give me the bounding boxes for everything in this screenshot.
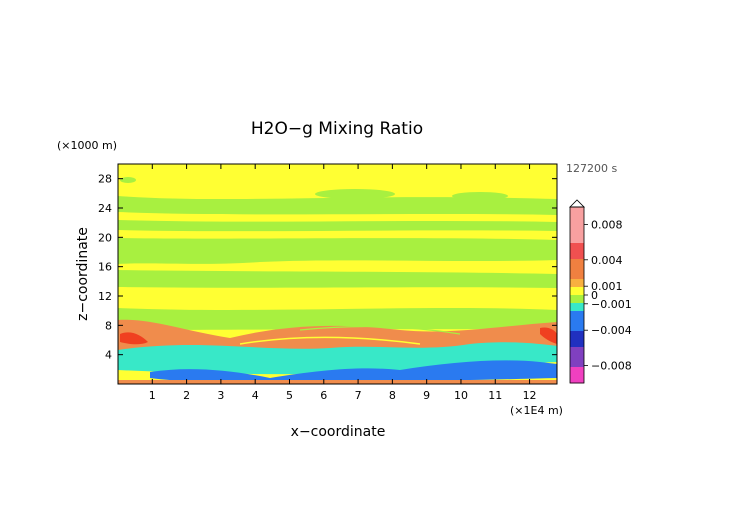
chart-title: H2O−g Mixing Ratio [251, 119, 423, 139]
colorbar-cell [570, 359, 584, 364]
colorbar-cell [570, 319, 584, 324]
field-patch [315, 189, 395, 199]
colorbar-cell [570, 247, 584, 252]
field-patch [120, 177, 136, 183]
colorbar-cell [570, 351, 584, 356]
colorbar-cell [570, 271, 584, 276]
colorbar-cell [570, 211, 584, 216]
colorbar-cell [570, 363, 584, 368]
colorbar-cell [570, 379, 584, 384]
x-tick-label: 7 [355, 389, 362, 402]
colorbar-cell [570, 283, 584, 288]
y-tick-label: 16 [98, 261, 112, 274]
upper-band [118, 270, 557, 288]
colorbar-cell [570, 367, 584, 372]
surface-dry [150, 360, 557, 384]
x-tick-label: 1 [149, 389, 156, 402]
y-tick-label: 20 [98, 231, 112, 244]
colorbar-cell [570, 207, 584, 212]
band-streak [299, 325, 461, 335]
colorbar-cell [570, 355, 584, 360]
colorbar-cell [570, 307, 584, 312]
moist-core [120, 332, 148, 345]
x-tick-label: 3 [217, 389, 224, 402]
x-axis: 1 2 3 4 5 6 7 8 9 10 11 12 [149, 164, 537, 402]
plot-frame [117, 163, 558, 385]
colorbar-cell [570, 295, 584, 300]
colorbar-cell [570, 239, 584, 244]
colorbar-cell [570, 275, 584, 280]
colorbar-tick-label: 0.001 [591, 280, 623, 293]
y-tick-label: 28 [98, 173, 112, 186]
x-unit-label: (×1E4 m) [510, 404, 563, 417]
colorbar-cell [570, 287, 584, 292]
x-tick-label: 11 [488, 389, 502, 402]
colorbar-cell [570, 315, 584, 320]
colorbar-cell [570, 303, 584, 308]
time-label: 127200 s [566, 162, 617, 175]
x-tick-label: 10 [454, 389, 468, 402]
colorbar-cell [570, 311, 584, 316]
x-tick-label: 4 [252, 389, 259, 402]
x-tick-label: 9 [423, 389, 430, 402]
colorbar-cell [570, 267, 584, 272]
moist-core [540, 327, 557, 344]
colorbar-arrow [569, 199, 585, 208]
colorbar-cell [570, 255, 584, 260]
x-tick-label: 2 [183, 389, 190, 402]
x-axis-label: x−coordinate [291, 424, 386, 440]
field-patch [452, 192, 508, 200]
y-tick-label: 4 [105, 349, 112, 362]
x-tick-label: 5 [286, 389, 293, 402]
colorbar-scale [570, 207, 584, 384]
colorbar-tick-label: −0.004 [591, 324, 632, 337]
colorbar-cell [570, 335, 584, 340]
colorbar-cell [570, 327, 584, 332]
colorbar-cell [570, 291, 584, 296]
colorbar-cell [570, 219, 584, 224]
y-unit-label: (×1000 m) [57, 139, 117, 152]
y-tick-label: 24 [98, 202, 112, 215]
colorbar-cell [570, 251, 584, 256]
colorbar-cell [570, 347, 584, 352]
colorbar-cell [570, 323, 584, 328]
upper-band [118, 308, 557, 330]
y-tick-label: 12 [98, 290, 112, 303]
x-tick-label: 12 [523, 389, 537, 402]
x-tick-label: 8 [389, 389, 396, 402]
colorbar-cell [570, 223, 584, 228]
upper-band [118, 196, 557, 215]
colorbar-cell [570, 215, 584, 220]
colorbar-cell [570, 231, 584, 236]
colorbar-cell [570, 343, 584, 348]
colorbar-cell [570, 331, 584, 336]
colorbar-tick-label: 0.008 [591, 219, 623, 232]
colorbar-cell [570, 259, 584, 264]
colorbar-cell [570, 227, 584, 232]
colorbar-tick-label: −0.008 [591, 359, 632, 372]
y-axis: 4 8 12 16 20 24 28 [98, 173, 557, 362]
colorbar-cell [570, 371, 584, 376]
upper-band [118, 220, 557, 232]
colorbar-tick-label: 0 [591, 289, 598, 302]
y-axis-label: z−coordinate [75, 227, 91, 321]
plot-area [118, 164, 557, 384]
colorbar-cell [570, 279, 584, 284]
colorbar-cell [570, 299, 584, 304]
band-streak [239, 336, 421, 345]
colorbar-tick-label: −0.001 [591, 298, 632, 311]
colorbar-cell [570, 235, 584, 240]
y-tick-label: 8 [105, 319, 112, 332]
colorbar-cell [570, 375, 584, 380]
colorbar-cell [570, 339, 584, 344]
colorbar-tick-label: 0.004 [591, 254, 623, 267]
colorbar-cell [570, 263, 584, 268]
x-tick-label: 6 [320, 389, 327, 402]
surface-line [118, 380, 557, 384]
upper-band [118, 238, 557, 264]
colorbar-cell [570, 243, 584, 248]
